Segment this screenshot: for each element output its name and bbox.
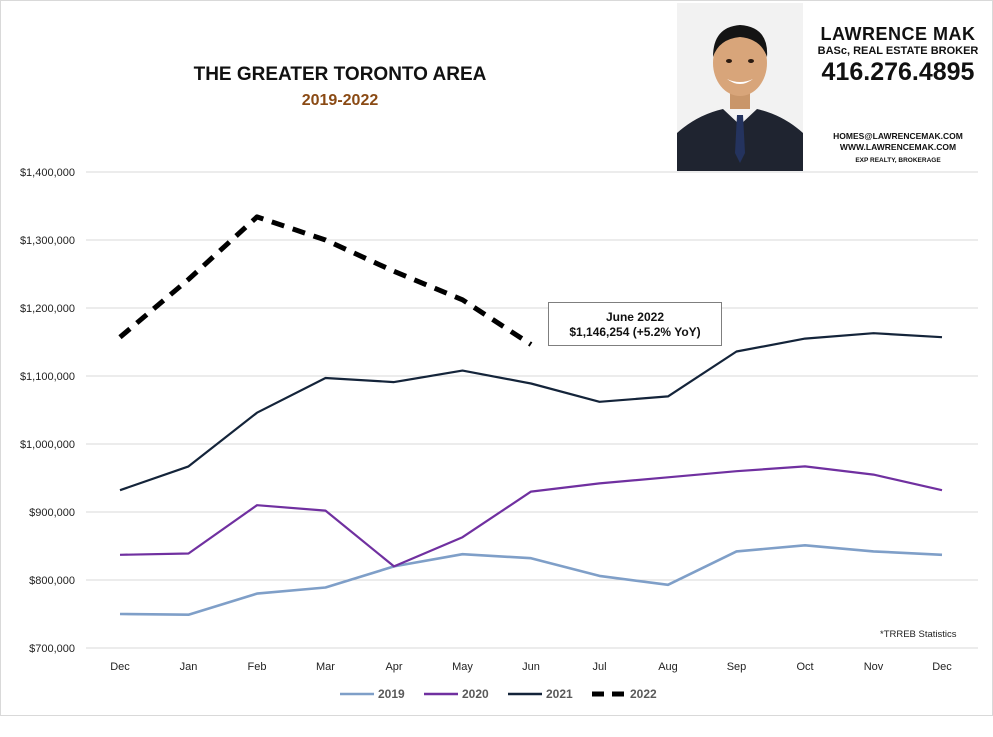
x-tick-label: Jul (592, 661, 606, 673)
agent-email[interactable]: HOMES@LAWRENCEMAK.COM (833, 131, 963, 141)
series-lines (118, 214, 943, 617)
grid-lines (86, 171, 978, 649)
agent-phone[interactable]: 416.276.4895 (821, 58, 975, 86)
x-tick-label: Feb (248, 661, 267, 673)
chart-title: THE GREATER TORONTO AREA (193, 64, 487, 85)
y-tick-label: $700,000 (29, 643, 75, 655)
x-tick-label: Dec (110, 661, 130, 673)
agent-credentials: BASc, REAL ESTATE BROKER (817, 45, 979, 57)
x-tick-label: May (452, 661, 473, 673)
y-tick-label: $800,000 (29, 575, 75, 587)
x-tick-label: Sep (727, 661, 747, 673)
series-line-2022 (118, 214, 533, 347)
agent-website[interactable]: WWW.LAWRENCEMAK.COM (839, 142, 957, 152)
x-tick-label: Mar (316, 661, 335, 673)
agent-name: LAWRENCE MAK (820, 24, 976, 44)
x-axis-ticks: Dec Jan Feb Mar Apr May Jun Jul Aug Sep Oct Nov Dec (110, 661, 952, 673)
y-tick-label: $1,000,000 (20, 439, 75, 451)
chart-frame (0, 0, 993, 716)
series-line-2021 (119, 332, 943, 492)
series-line-2019 (119, 543, 943, 617)
callout-line-2: $1,146,254 (+5.2% YoY) (569, 325, 701, 339)
agent-photo (677, 3, 803, 171)
legend-label-2020: 2020 (462, 687, 489, 701)
y-tick-label: $1,300,000 (20, 235, 75, 247)
legend-label-2019: 2019 (378, 687, 405, 701)
callout-line-1: June 2022 (605, 310, 665, 324)
june-2022-callout: June 2022 $1,146,254 (+5.2% YoY) (548, 302, 722, 346)
agent-brokerage: EXP REALTY, BROKERAGE (855, 157, 941, 164)
x-tick-label: Nov (864, 661, 884, 673)
x-tick-label: Jan (180, 661, 198, 673)
y-tick-label: $900,000 (29, 507, 75, 519)
legend: 2019 2020 2021 2022 (340, 687, 657, 701)
x-tick-label: Dec (932, 661, 952, 673)
x-tick-label: Jun (522, 661, 540, 673)
legend-label-2022: 2022 (630, 687, 657, 701)
source-note: *TRREB Statistics (880, 629, 957, 640)
legend-label-2021: 2021 (546, 687, 573, 701)
y-axis-ticks: $700,000 $800,000 $900,000 $1,000,000 $1,100… (20, 167, 75, 655)
x-tick-label: Aug (658, 661, 678, 673)
y-tick-label: $1,400,000 (20, 167, 75, 179)
chart-subtitle: 2019-2022 (301, 92, 379, 109)
series-line-2020 (119, 465, 943, 568)
y-tick-label: $1,200,000 (20, 303, 75, 315)
x-tick-label: Apr (385, 661, 402, 673)
x-tick-label: Oct (796, 661, 813, 673)
y-tick-label: $1,100,000 (20, 371, 75, 383)
